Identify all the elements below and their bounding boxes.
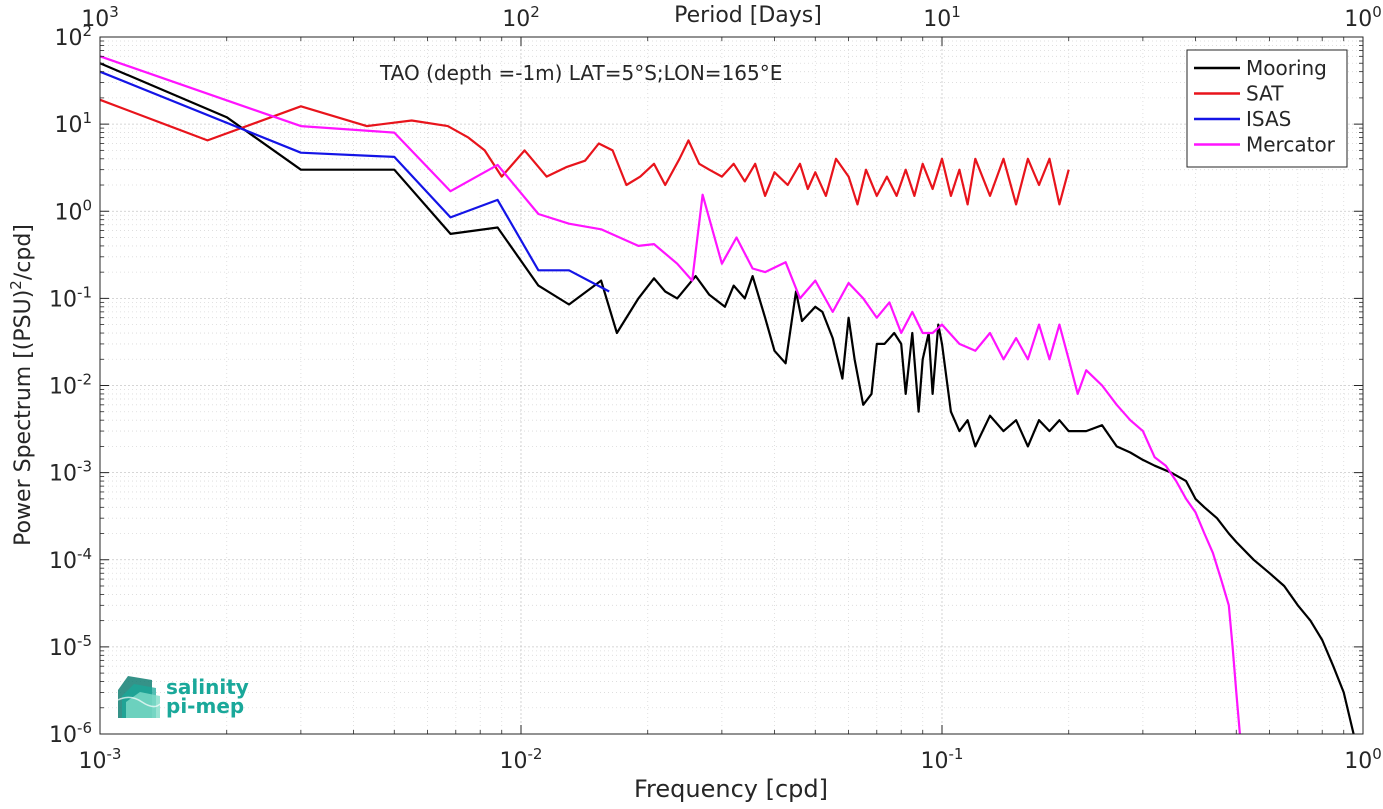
top-tick-label: 103 bbox=[81, 3, 119, 32]
logo-text-pimep: pi-mep bbox=[166, 694, 244, 718]
y-tick-label: 10-6 bbox=[49, 719, 92, 748]
series-line-isas bbox=[99, 70, 610, 293]
y-tick-label: 10-4 bbox=[49, 545, 92, 574]
legend-label-isas: ISAS bbox=[1246, 107, 1291, 131]
top-tick-label: 101 bbox=[923, 3, 961, 32]
legend-label-mooring: Mooring bbox=[1246, 56, 1327, 80]
legend-label-sat: SAT bbox=[1246, 82, 1284, 106]
x-tick-labels: 10-3 10-2 10-1 100 bbox=[79, 745, 1382, 774]
x-tick-label: 10-1 bbox=[921, 745, 964, 774]
top-axis-label: Period [Days] bbox=[674, 3, 822, 28]
y-tick-label: 10-2 bbox=[49, 371, 92, 400]
series-line-mercator bbox=[99, 55, 1241, 735]
tick-marks bbox=[99, 36, 1364, 735]
logo-mark-icon bbox=[117, 676, 161, 718]
top-tick-label: 100 bbox=[1344, 3, 1382, 32]
y-tick-label: 10-5 bbox=[49, 632, 92, 661]
y-tick-labels: 102 101 100 10-1 10-2 10-3 10-4 10-5 10-6 bbox=[49, 22, 92, 748]
y-tick-label: 100 bbox=[54, 196, 92, 225]
y-axis-label-unit: /cpd] bbox=[11, 224, 36, 280]
series-line-sat bbox=[99, 98, 1070, 206]
top-tick-label: 102 bbox=[502, 3, 540, 32]
y-tick-label: 102 bbox=[54, 22, 92, 51]
y-axis-label: Power Spectrum [(PSU)2/cpd] bbox=[7, 224, 36, 546]
chart-title: TAO (depth =-1m) LAT=5°S;LON=165°E bbox=[379, 61, 782, 85]
x-tick-label: 100 bbox=[1344, 745, 1382, 774]
legend-box bbox=[1186, 49, 1348, 168]
top-tick-labels: 103 102 101 100 bbox=[81, 3, 1382, 32]
y-axis-label-main: Power Spectrum [(PSU) bbox=[11, 290, 36, 546]
series-line-mooring bbox=[99, 62, 1355, 735]
logo-text-salinity: salinity bbox=[166, 675, 249, 699]
x-tick-label: 10-2 bbox=[500, 745, 543, 774]
legend-label-mercator: Mercator bbox=[1246, 133, 1336, 157]
x-axis-label: Frequency [cpd] bbox=[634, 775, 828, 803]
series-layer bbox=[99, 55, 1355, 735]
salinity-pi-mep-logo: salinity pi-mep bbox=[117, 675, 249, 718]
y-axis-label-exponent: 2 bbox=[7, 280, 25, 290]
y-tick-label: 10-1 bbox=[49, 283, 92, 312]
y-tick-label: 101 bbox=[54, 109, 92, 138]
x-tick-label: 10-3 bbox=[79, 745, 122, 774]
y-tick-label: 10-3 bbox=[49, 458, 92, 487]
